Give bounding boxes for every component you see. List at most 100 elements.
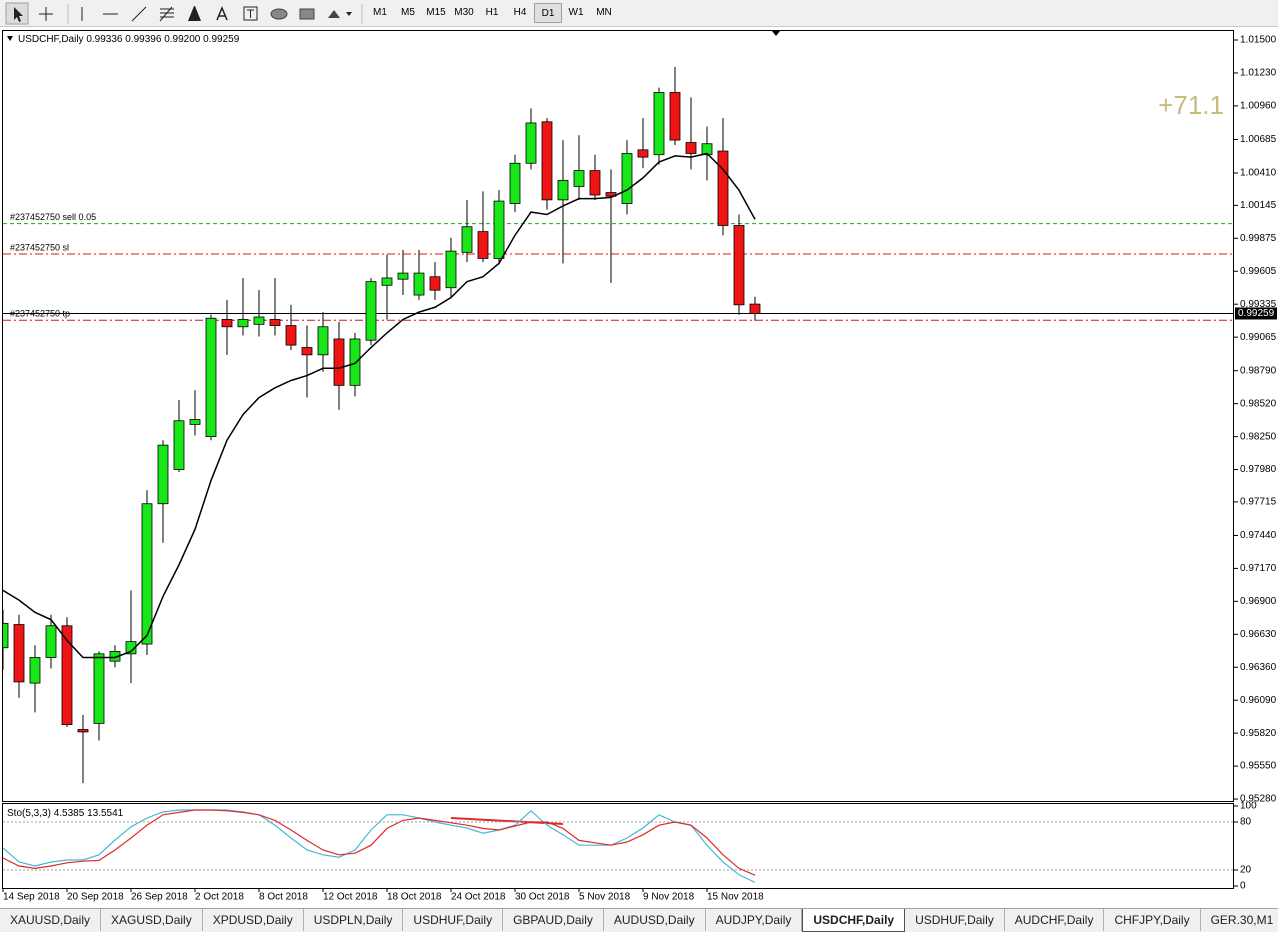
candle-body [413, 272, 425, 296]
y-tick-label: 0.96360 [1240, 662, 1277, 673]
y-tick-label: 0.95550 [1240, 761, 1277, 772]
label-icon [247, 9, 254, 18]
channel-tool[interactable] [188, 6, 201, 21]
chart-tab[interactable]: USDHUF,Daily [905, 909, 1005, 931]
candle-body [301, 347, 313, 356]
chart-tab[interactable]: CHFJPY,Daily [1104, 909, 1201, 931]
candle-body [317, 326, 329, 356]
y-tick-label: 0.97715 [1240, 497, 1277, 508]
sto-line [3, 809, 756, 883]
timeframe-button[interactable]: D1 [534, 3, 562, 23]
price-plot [3, 66, 1234, 784]
chart-tab[interactable]: USDPLN,Daily [304, 909, 404, 931]
timeframe-button[interactable]: M1 [373, 7, 387, 18]
ellipse-tool[interactable] [270, 8, 288, 20]
y-tick-label: 0.99065 [1240, 332, 1277, 343]
candle-body [349, 338, 361, 386]
chart-tab[interactable]: AUDCHF,Daily [1005, 909, 1105, 931]
arrows-tool[interactable] [328, 10, 340, 18]
title-marker [7, 36, 13, 41]
candle-body [621, 153, 633, 204]
timeframe-button[interactable]: W1 [568, 7, 584, 18]
chart-tab[interactable]: USDCHF,Daily [802, 909, 906, 932]
sto-line [3, 809, 756, 876]
candle-body [157, 444, 169, 505]
candle-body [573, 170, 585, 187]
y-tick-label: 0.96630 [1240, 629, 1277, 640]
y-tick-label: 0.99875 [1240, 233, 1277, 244]
timeframe-button[interactable]: MN [596, 7, 612, 18]
chart-tab[interactable]: XAGUSD,Daily [101, 909, 203, 931]
candle-body [173, 420, 185, 470]
candle-body [733, 225, 745, 306]
main-panel-frame [2, 30, 1234, 802]
timeframe-button[interactable]: H1 [485, 7, 499, 18]
candle-body [141, 503, 153, 645]
y-tick-label: 0.96090 [1240, 695, 1277, 706]
y-tick-label: 1.00145 [1240, 200, 1277, 211]
y-tick-label: 20 [1240, 865, 1252, 876]
crosshair-tool[interactable] [39, 7, 53, 21]
candle-body [717, 150, 729, 226]
x-tick-label: 14 Sep 2018 [3, 892, 60, 903]
fibo-tool[interactable] [159, 6, 174, 22]
arrows-dropdown[interactable] [346, 12, 352, 16]
candle-body [3, 622, 9, 649]
y-tick-label: 0.95280 [1240, 794, 1277, 805]
candle-body [589, 170, 601, 196]
text-tool[interactable] [216, 6, 228, 21]
y-tick-label: 0.97980 [1240, 464, 1277, 475]
candle-body [749, 303, 761, 314]
label-tool[interactable] [243, 6, 258, 21]
trendline-tool[interactable] [131, 6, 147, 22]
order-label: #237452750 sl [10, 242, 69, 252]
shift-marker [772, 31, 780, 36]
chart-tab[interactable]: AUDUSD,Daily [604, 909, 706, 931]
sto-value: 13.5541 [87, 808, 124, 819]
price-tag-label: 0.99259 [1238, 308, 1275, 319]
cursor-icon [14, 7, 23, 22]
timeframe-button[interactable]: M15 [426, 7, 446, 18]
candle-body [445, 250, 457, 289]
candle-body [653, 92, 665, 156]
sto-panel-frame [2, 803, 1234, 889]
candle-body [477, 231, 489, 259]
timeframe-button[interactable]: H4 [513, 7, 527, 18]
timeframe-button[interactable]: M5 [401, 7, 415, 18]
candle-body [237, 319, 249, 328]
ohlc-value: 0.99336 [86, 34, 123, 45]
y-tick-label: 100 [1240, 801, 1257, 812]
price-tag [1235, 307, 1277, 320]
toolbar: M1 M5 M15 M30 H1 H4 D1 W1 MN [0, 0, 1278, 27]
chart-tab[interactable]: XPDUSD,Daily [203, 909, 304, 931]
chart-tab[interactable]: GBPAUD,Daily [503, 909, 604, 931]
x-tick-label: 9 Nov 2018 [643, 892, 695, 903]
y-tick-label: 1.00410 [1240, 168, 1277, 179]
y-tick-label: 0.95820 [1240, 728, 1277, 739]
x-tick-label: 2 Oct 2018 [195, 892, 244, 903]
candle-body [669, 92, 681, 141]
rectangle-tool[interactable] [299, 8, 315, 20]
chart-tab[interactable]: XAUUSD,Daily [0, 909, 102, 931]
candle-body [541, 121, 553, 201]
ohlc-value: 0.99200 [164, 34, 201, 45]
chart-tab[interactable]: AUDJPY,Daily [706, 909, 803, 931]
chart-background [0, 27, 1278, 908]
x-tick-label: 24 Oct 2018 [451, 892, 506, 903]
candle-body [93, 653, 105, 724]
candle-body [189, 419, 201, 425]
chart-tab[interactable]: GER.30,M1 [1201, 909, 1278, 931]
candle-body [365, 281, 377, 341]
timeframe-button[interactable]: M30 [454, 7, 474, 18]
y-tick-label: 0 [1240, 881, 1246, 892]
order-label: #237452750 sell 0.05 [10, 212, 96, 222]
ohlc-value: 0.99396 [125, 34, 162, 45]
chart-tab[interactable]: USDHUF,Daily [403, 909, 504, 931]
y-tick-label: 1.01230 [1240, 68, 1277, 79]
x-tick-label: 26 Sep 2018 [131, 892, 188, 903]
candle-body [221, 319, 233, 328]
candle-body [381, 277, 393, 286]
candle-body [333, 338, 345, 386]
candle-body [45, 625, 57, 658]
